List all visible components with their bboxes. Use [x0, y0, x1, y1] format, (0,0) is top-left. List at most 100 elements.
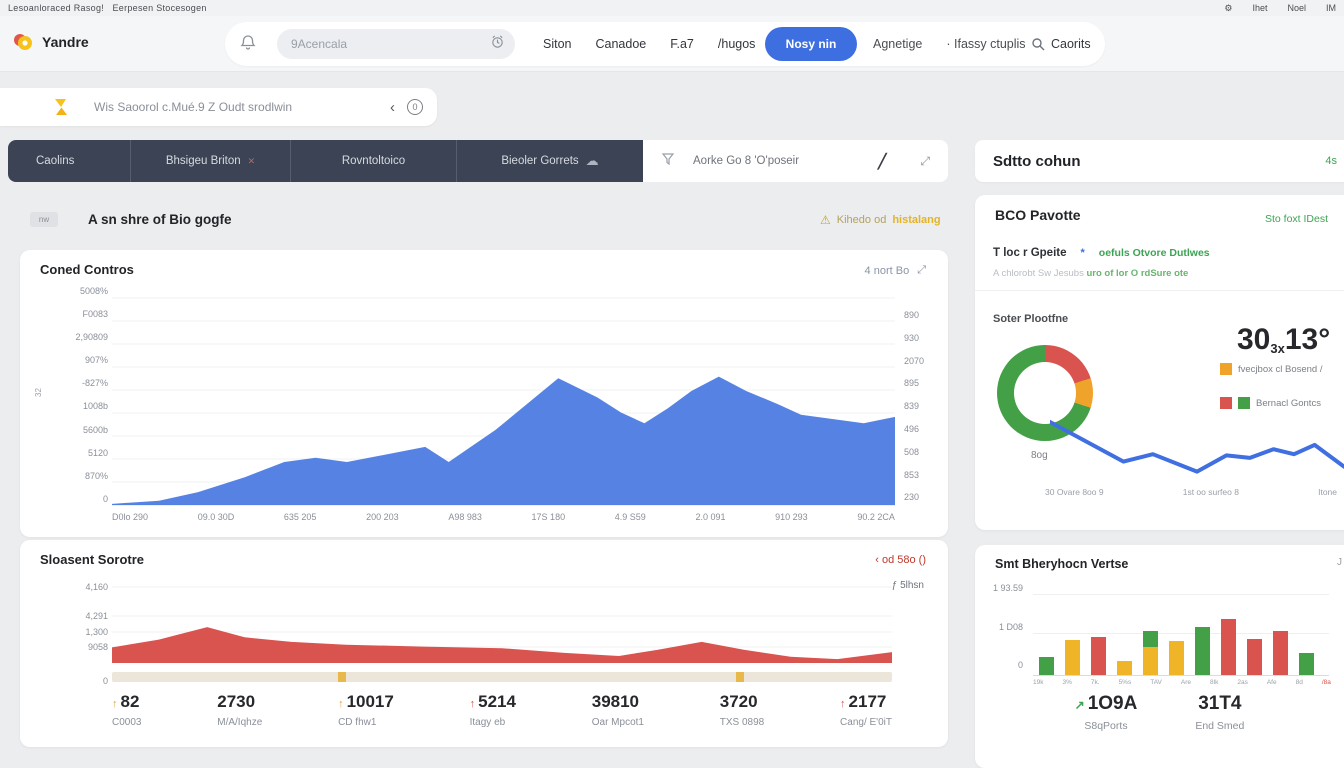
summary-card-link[interactable]: ‹ od 58o () — [875, 554, 926, 566]
page-header-row: nw A sn shre of Bio gogfe ⚠ Kihedo od hi… — [20, 200, 948, 240]
segment-action-label[interactable]: Aorke Go 8 'O'poseir — [693, 155, 800, 167]
counter-label: Wis Saoorol c.Mué.9 Z Oudt srodlwin — [94, 100, 293, 114]
logo-icon — [14, 34, 32, 50]
right-panel-link[interactable]: 4s — [1325, 155, 1337, 167]
nav-link[interactable]: /hugos — [717, 37, 756, 51]
stat-top: 31T4 — [1198, 693, 1241, 715]
stat-label: Oar Mpcot1 — [591, 717, 644, 728]
legend-label: Bernacl Gontcs — [1256, 397, 1321, 409]
stat-value: 39810 — [591, 692, 640, 711]
brand-logo[interactable]: Yandre — [12, 31, 89, 53]
stat-label: TXS 0898 — [719, 717, 765, 728]
visits-card-title: Coned Contros — [40, 262, 134, 277]
tab-label: Caolins — [36, 155, 75, 167]
bar[interactable] — [1117, 661, 1132, 675]
browser-menu-item[interactable]: Noel — [1287, 3, 1306, 13]
legend-swatch — [1238, 397, 1250, 409]
bar[interactable] — [1221, 619, 1236, 675]
summary-stat[interactable]: ↑ 5214 Itagy eb — [470, 692, 516, 728]
bar[interactable] — [1247, 639, 1262, 675]
summary-stat[interactable]: ↑ 10017 CD fhw1 — [338, 692, 394, 728]
search-input-value: 9Acencala — [291, 37, 348, 51]
trend-arrow-icon: ↑ — [338, 698, 344, 710]
pencil-icon[interactable]: ╱ — [877, 152, 887, 169]
seo-subtitle-link[interactable]: oefuls Otvore Dutlwes — [1098, 247, 1210, 259]
nav-link[interactable]: · Ifassy ctuplis — [946, 37, 1026, 51]
baseline — [1033, 675, 1329, 676]
seo-card-link[interactable]: Sto foxt IDest — [1265, 213, 1329, 225]
nav-link[interactable]: Canadoe — [595, 37, 647, 51]
nav-link[interactable]: Siton — [543, 37, 572, 51]
bar[interactable] — [1039, 657, 1054, 675]
search-input[interactable]: 9Acencala — [277, 29, 515, 59]
visits-area-chart[interactable] — [112, 290, 895, 512]
bar[interactable] — [1195, 627, 1210, 675]
new-report-button[interactable]: Nosy nin — [765, 27, 857, 61]
nav-link[interactable]: F.a7 — [670, 37, 694, 51]
tab-2[interactable]: Bhsigeu Briton ✕ — [131, 140, 291, 182]
bar[interactable] — [1143, 631, 1158, 675]
stat-value: 10017 — [346, 692, 394, 711]
bar-segment — [1195, 627, 1210, 675]
seo-description-link[interactable]: uro of lor O rdSure ote — [1086, 268, 1189, 279]
bars-stat[interactable]: ↗ 1O9A S8qPorts — [1075, 693, 1138, 732]
monthly-bar-chart[interactable] — [1039, 565, 1325, 675]
y-tick-label: 508 — [904, 446, 920, 457]
tab-4[interactable]: Bieoler Gorrets ☁ — [457, 140, 643, 182]
expand-icon[interactable]: ⤢ — [920, 153, 930, 168]
nav-search-link[interactable]: Caorits — [1031, 22, 1091, 66]
nav-link[interactable]: Agnetige — [873, 37, 923, 51]
tab-3[interactable]: Rovntoltoico — [291, 140, 457, 182]
browser-menu-item[interactable]: Ihet — [1252, 3, 1268, 13]
y-tick-label: 0 — [1017, 660, 1023, 670]
legend-row: Bernacl Gontcs — [1220, 397, 1323, 409]
timeline-scrollbar[interactable] — [112, 672, 892, 682]
x-tick-label: 2.0 091 — [695, 512, 726, 522]
seo-subtitle-row: T loc r Gpeite * oefuls Otvore Dutlwes — [993, 247, 1210, 259]
collapse-chevron-icon[interactable]: ‹ — [390, 98, 395, 116]
x-tick-label: /8a — [1321, 679, 1331, 686]
legend-label: fvecjbox cl Bosend / — [1238, 363, 1323, 375]
seo-report-card: BCO Pavotte Sto foxt IDest T loc r Gpeit… — [975, 195, 1344, 530]
visits-card-link[interactable]: 4 nort Bo ⤢ — [865, 264, 926, 277]
bars-stat[interactable]: 31T4 End Smed — [1195, 693, 1244, 732]
bar-segment — [1221, 619, 1236, 675]
counter-selector-bar[interactable]: Wis Saoorol c.Mué.9 Z Oudt srodlwin ‹ 0 — [0, 88, 437, 126]
gear-icon[interactable]: ⚙ — [1224, 2, 1233, 13]
page-warning[interactable]: ⚠ Kihedo od histalang — [820, 213, 941, 227]
seo-description: A chlorobt Sw Jesubs — [993, 268, 1087, 279]
summary-stat[interactable]: ↑ 82 C0003 — [112, 692, 141, 728]
external-icon: ⤢ — [917, 264, 926, 276]
close-icon[interactable]: ✕ — [247, 155, 256, 166]
trend-line-chart[interactable] — [1048, 417, 1344, 484]
bars-card-corner-link[interactable]: J — [1337, 557, 1342, 568]
search-icon — [1032, 38, 1045, 51]
browser-menu-item[interactable]: IM — [1326, 3, 1336, 13]
bar[interactable] — [1273, 631, 1288, 675]
source-donut-chart[interactable] — [997, 345, 1093, 441]
asterisk-mark: * — [1080, 247, 1085, 259]
bell-icon[interactable] — [239, 34, 259, 54]
x-tick-label: 200 203 — [366, 512, 399, 522]
summary-stat[interactable]: 3720 TXS 0898 — [720, 692, 764, 728]
counter-badge[interactable]: 0 — [407, 99, 423, 115]
summary-stat[interactable]: ↑ 2177 Cang/ E'0iT — [840, 692, 892, 728]
y-tick-label: 1 D08 — [998, 622, 1023, 632]
bar[interactable] — [1091, 637, 1106, 675]
bar[interactable] — [1169, 641, 1184, 675]
x-tick-label: A98 983 — [448, 512, 482, 522]
alarm-icon[interactable] — [490, 34, 505, 54]
legend-swatch — [1220, 363, 1232, 375]
summary-stat[interactable]: 2730 M/A/Iqhze — [217, 692, 262, 728]
big-value-part2: 13° — [1284, 323, 1331, 356]
tab-1[interactable]: Caolins — [8, 140, 131, 182]
bar[interactable] — [1065, 640, 1080, 675]
sessions-area-chart[interactable] — [112, 585, 892, 670]
gridline — [1033, 594, 1329, 595]
x-tick-label: 7k. — [1090, 679, 1100, 686]
summary-stat[interactable]: 39810 Oar Mpcot1 — [592, 692, 644, 728]
bar[interactable] — [1299, 653, 1314, 675]
visits-link-label: 4 nort Bo — [864, 264, 910, 277]
funnel-icon[interactable] — [661, 152, 675, 171]
